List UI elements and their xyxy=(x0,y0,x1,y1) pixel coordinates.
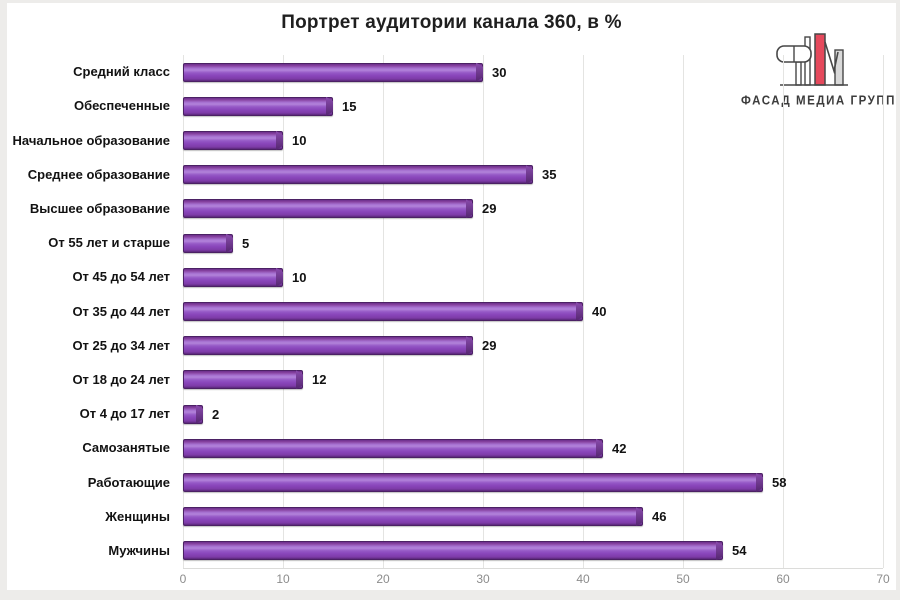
category-label: Начальное образование xyxy=(12,132,170,148)
bar-row: Мужчины 54 xyxy=(7,534,883,568)
value-label: 5 xyxy=(242,235,250,251)
value-label: 42 xyxy=(612,440,627,456)
bar-row: От 4 до 17 лет 2 xyxy=(7,397,883,431)
chart-canvas: Портрет аудитории канала 360, в % ФАСАД … xyxy=(7,3,896,590)
bar-track: 58 xyxy=(183,472,883,492)
bar xyxy=(183,370,303,390)
value-label: 10 xyxy=(292,132,307,148)
bar-track: 30 xyxy=(183,62,883,82)
gridline xyxy=(683,55,684,568)
bar-track: 46 xyxy=(183,507,883,527)
bar-track: 5 xyxy=(183,233,883,253)
bar-track: 10 xyxy=(183,130,883,150)
bar-track: 54 xyxy=(183,541,883,561)
bar xyxy=(183,472,763,492)
value-label: 15 xyxy=(342,98,357,114)
gridline xyxy=(583,55,584,568)
gridline xyxy=(783,55,784,568)
category-label: Высшее образование xyxy=(29,201,170,217)
bar xyxy=(183,507,643,527)
bar xyxy=(183,62,483,82)
x-tick-label: 60 xyxy=(776,572,790,586)
bar xyxy=(183,541,723,561)
category-label: Обеспеченные xyxy=(73,98,170,114)
chart-title: Портрет аудитории канала 360, в % xyxy=(281,12,622,33)
bar-track: 2 xyxy=(183,404,883,424)
category-label: От 55 лет и старше xyxy=(48,235,170,251)
bar xyxy=(183,96,333,116)
category-label: Самозанятые xyxy=(82,440,170,456)
bar-row: Начальное образование 10 xyxy=(7,123,883,157)
bar-track: 12 xyxy=(183,370,883,390)
bar-track: 29 xyxy=(183,336,883,356)
bar-row: Самозанятые 42 xyxy=(7,431,883,465)
x-tick-label: 0 xyxy=(179,572,187,586)
x-tick-label: 20 xyxy=(376,572,390,586)
bar-track: 15 xyxy=(183,96,883,116)
x-tick-label: 70 xyxy=(876,572,890,586)
category-label: От 18 до 24 лет xyxy=(72,372,170,388)
bar-row: Среднее образование 35 xyxy=(7,158,883,192)
value-label: 12 xyxy=(312,372,327,388)
x-axis: 0 10 20 30 40 50 60 70 xyxy=(179,572,890,588)
bar-row: От 55 лет и старше 5 xyxy=(7,226,883,260)
bar-row: Обеспеченные 15 xyxy=(7,89,883,123)
value-label: 29 xyxy=(481,338,497,354)
bar-row: Женщины 46 xyxy=(7,500,883,534)
value-label: 54 xyxy=(732,543,747,559)
category-label: Средний класс xyxy=(73,64,170,80)
bar-row: Высшее образование 29 xyxy=(7,192,883,226)
value-label: 40 xyxy=(592,303,607,319)
category-label: От 4 до 17 лет xyxy=(79,406,170,422)
gridline xyxy=(883,55,884,568)
logo-text: ФАСАД МЕДИА ГРУПП xyxy=(741,92,896,108)
bar xyxy=(183,199,473,219)
bar-track: 35 xyxy=(183,165,883,185)
value-label: 30 xyxy=(492,64,507,80)
value-label: 46 xyxy=(652,509,667,525)
bar xyxy=(183,130,283,150)
bar-row: От 45 до 54 лет 10 xyxy=(7,260,883,294)
bar-row: От 18 до 24 лет 12 xyxy=(7,363,883,397)
bar xyxy=(183,438,603,458)
bar xyxy=(183,404,203,424)
bar xyxy=(183,233,233,253)
bar-row: Работающие 58 xyxy=(7,465,883,499)
category-label: Работающие xyxy=(87,474,170,490)
x-tick-label: 30 xyxy=(476,572,490,586)
value-label: 10 xyxy=(292,269,307,285)
category-label: Мужчины xyxy=(108,543,170,559)
category-label: От 25 до 34 лет xyxy=(72,337,170,353)
bar xyxy=(183,336,473,356)
bar-track: 29 xyxy=(183,199,883,219)
value-label: 29 xyxy=(481,201,497,217)
x-tick-label: 10 xyxy=(276,572,290,586)
category-label: Среднее образование xyxy=(27,166,170,182)
x-tick-label: 50 xyxy=(676,572,690,586)
bar-track: 42 xyxy=(183,438,883,458)
category-label: От 45 до 54 лет xyxy=(72,269,170,285)
fasad-media-logo-icon xyxy=(776,33,848,86)
x-tick-label: 40 xyxy=(576,572,590,586)
bar-row: От 25 до 34 лет 29 xyxy=(7,329,883,363)
value-label: 2 xyxy=(211,406,220,422)
category-label: Женщины xyxy=(105,508,170,524)
value-label: 35 xyxy=(542,167,557,183)
category-label: От 35 до 44 лет xyxy=(72,303,170,319)
bar xyxy=(183,301,583,321)
bar-row: Средний класс 30 xyxy=(7,55,883,89)
bar-track: 40 xyxy=(183,301,883,321)
bar xyxy=(183,165,533,185)
bar-row: От 35 до 44 лет 40 xyxy=(7,294,883,328)
bar xyxy=(183,267,283,287)
logo: ФАСАД МЕДИА ГРУПП xyxy=(738,31,896,108)
value-label: 58 xyxy=(771,474,787,490)
bar-track: 10 xyxy=(183,267,883,287)
bar-rows: Средний класс 30 Обеспеченные 15 Начальное о… xyxy=(7,55,883,568)
